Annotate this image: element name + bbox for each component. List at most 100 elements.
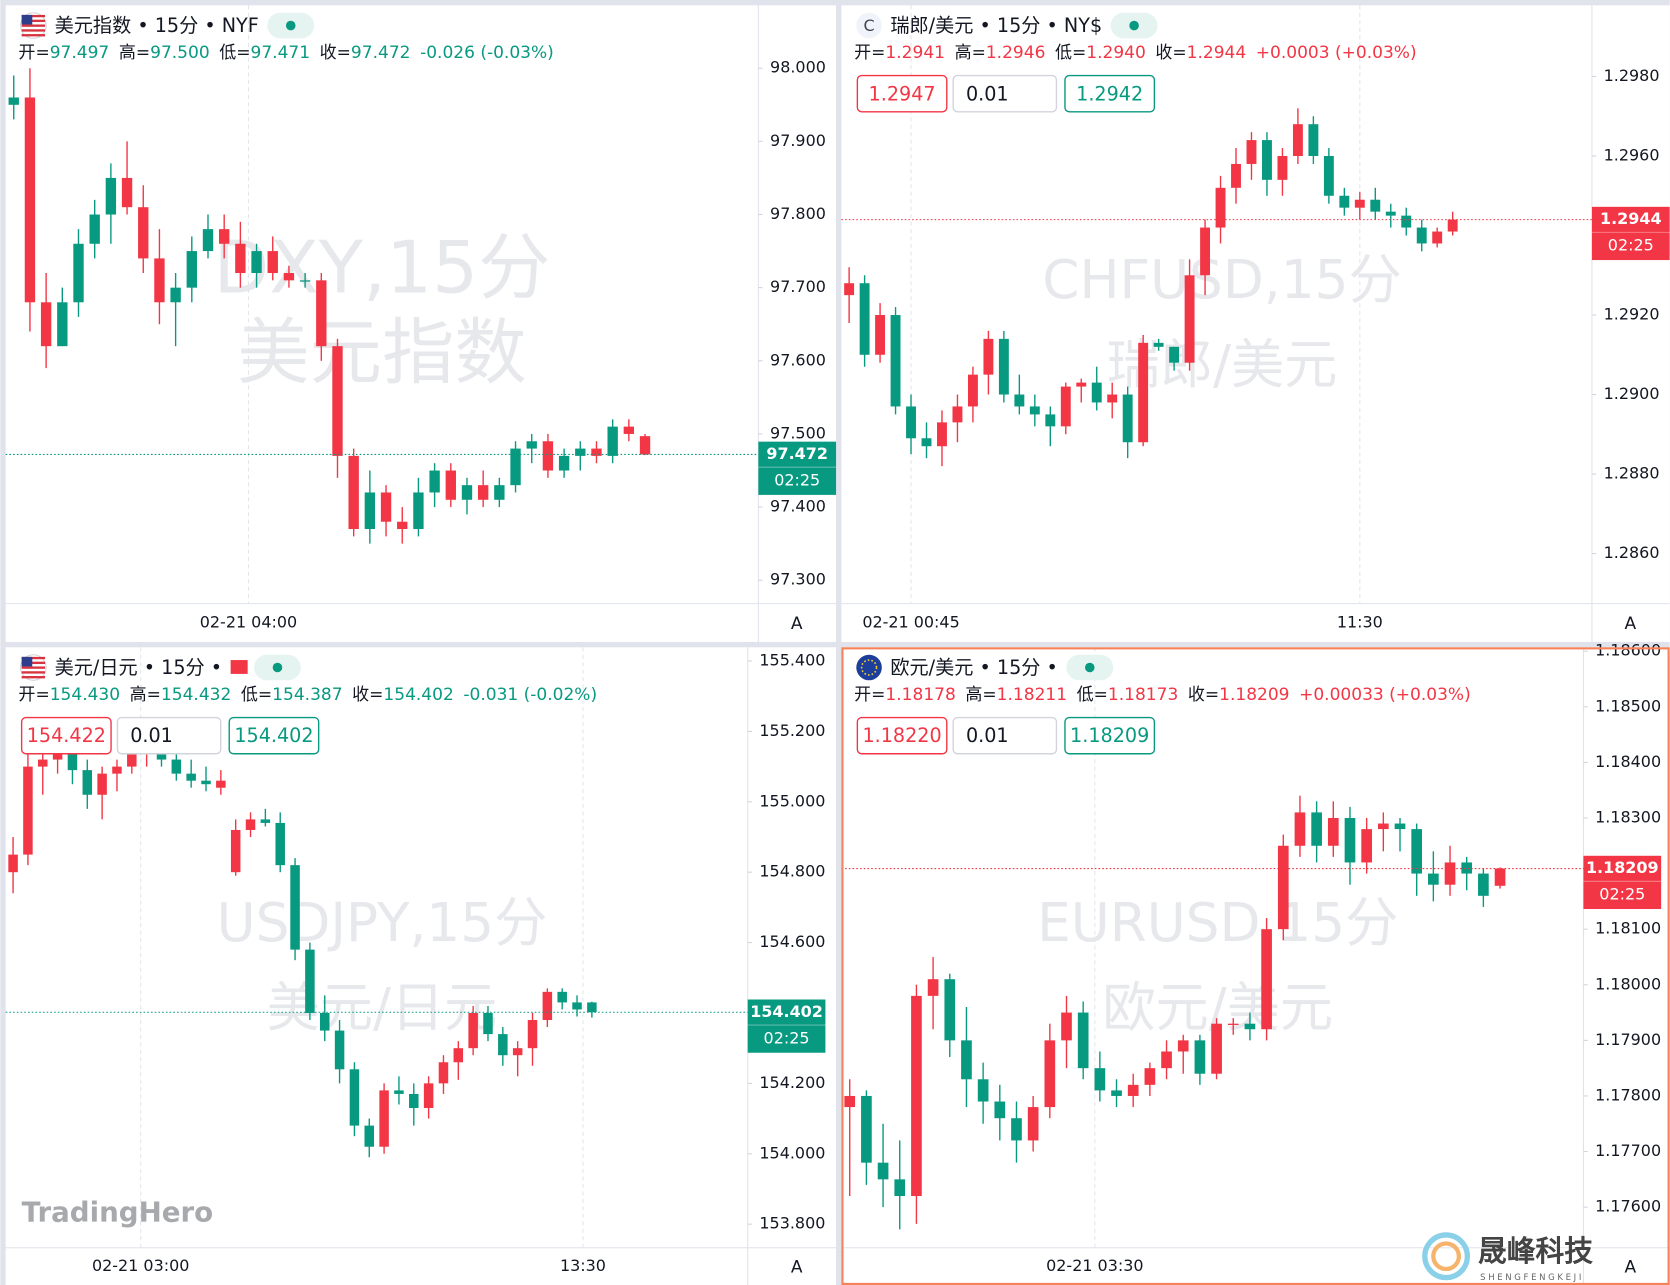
y-tick-label: 154.600: [759, 932, 825, 951]
candle-body: [219, 229, 230, 244]
candle-body: [89, 214, 100, 244]
ohlc-change: -0.031 (-0.02%): [463, 685, 597, 705]
auto-scale-button[interactable]: [782, 1252, 811, 1281]
y-tick-label: 1.17800: [1595, 1085, 1661, 1104]
candle-body: [413, 492, 424, 530]
quote-text: 1.2947: [869, 82, 936, 105]
candle-body: [1153, 342, 1164, 347]
bid-button[interactable]: [856, 74, 948, 113]
candle-body: [267, 251, 278, 274]
candle-body: [299, 280, 311, 282]
candle-body: [1444, 862, 1456, 885]
ask-button[interactable]: [1064, 74, 1156, 113]
ohlc-value: 97.500: [150, 43, 210, 63]
candle-body: [275, 822, 285, 866]
last-price-label: [747, 999, 826, 1053]
bid-button[interactable]: [856, 716, 948, 755]
candle-body: [961, 1040, 972, 1080]
x-tick-label: 02-21 00:45: [862, 612, 959, 631]
auto-scale-label: A: [791, 1257, 803, 1277]
candle-body: [1261, 929, 1272, 1030]
ohlc-value: 1.2940: [1086, 43, 1146, 63]
ohlc-label: 高=: [955, 43, 986, 63]
flag-stripe: [21, 666, 46, 669]
y-tick-label: 97.400: [770, 497, 826, 516]
countdown: 02:25: [774, 471, 820, 490]
candle-body: [260, 819, 271, 823]
candle-body: [977, 1079, 989, 1102]
candle-body: [1094, 1068, 1106, 1091]
flag-icon: [856, 654, 882, 681]
candle-body: [216, 780, 226, 788]
candle-body: [1294, 812, 1306, 846]
ohlc-value: 1.18211: [997, 685, 1067, 705]
candle-body: [105, 177, 117, 215]
candle-body: [305, 949, 315, 1013]
ask-button[interactable]: [228, 716, 320, 755]
watermark: 美元指数: [237, 312, 527, 396]
candle-body: [911, 995, 922, 1197]
candle-body: [527, 1020, 538, 1049]
ask-button[interactable]: [1064, 716, 1156, 755]
auto-scale-button[interactable]: [1616, 1252, 1645, 1281]
candle-body: [1354, 199, 1365, 208]
candle-body: [967, 374, 978, 407]
bid-button[interactable]: [20, 716, 112, 755]
candle-body: [1447, 219, 1458, 232]
y-tick-label: 97.900: [770, 131, 826, 150]
y-tick-label: 1.18300: [1595, 807, 1661, 826]
y-tick-label: 97.600: [770, 350, 826, 369]
y-tick-label: 1.17700: [1595, 1141, 1661, 1160]
candle-body: [877, 1162, 889, 1180]
candle-body: [591, 448, 602, 456]
auto-scale-label: A: [791, 614, 803, 634]
flag-stripe: [21, 661, 46, 665]
candle-body: [844, 283, 855, 296]
auto-scale-button[interactable]: [782, 608, 811, 637]
y-tick-label: 1.2900: [1604, 384, 1660, 403]
candle-body: [1401, 215, 1412, 228]
candle-body: [1138, 342, 1149, 443]
candle-body: [1339, 195, 1350, 208]
candle-body: [1161, 1051, 1172, 1069]
candle-body: [477, 485, 489, 500]
ohlc-value: 1.18173: [1108, 685, 1178, 705]
ohlc-change: +0.0003 (+0.03%): [1256, 43, 1417, 63]
ohlc-label: 收=: [352, 685, 383, 705]
y-tick-label: 154.000: [759, 1143, 825, 1162]
candle-body: [1478, 873, 1489, 896]
candle-body: [1292, 124, 1303, 156]
candle-body: [494, 485, 505, 500]
candle-body: [290, 865, 300, 950]
y-tick-label: 1.2920: [1604, 305, 1660, 324]
y-tick-label: 1.2860: [1604, 543, 1660, 562]
candle-body: [1461, 862, 1473, 874]
candle-body: [1494, 868, 1506, 886]
x-tick-label: 13:30: [560, 1256, 606, 1275]
candle-body: [1144, 1068, 1156, 1085]
ohlc-value: 154.432: [161, 685, 231, 705]
ohlc-value: 1.2944: [1187, 43, 1247, 63]
candle-body: [572, 1002, 582, 1010]
candle-body: [1394, 823, 1406, 830]
auto-scale-button[interactable]: [1616, 608, 1645, 637]
market-status-dot: [285, 20, 296, 31]
candle-body: [82, 770, 93, 795]
candle-body: [1029, 406, 1040, 415]
candle-body: [1411, 829, 1423, 874]
quote-text: 0.01: [130, 724, 173, 747]
candle-body: [1091, 382, 1102, 403]
candle-body: [186, 251, 197, 288]
candle-body: [67, 749, 78, 771]
candle-body: [1194, 1040, 1206, 1074]
candle-body: [127, 749, 137, 767]
candle-body: [1385, 211, 1396, 216]
ohlc-value: 154.430: [50, 685, 120, 705]
ohlc-label: 低=: [241, 685, 272, 705]
candle-body: [73, 243, 84, 303]
candle-body: [894, 1179, 906, 1197]
symbol-title: 美元/日元 • 15分 •: [55, 656, 222, 679]
watermark: DXY,15分: [214, 227, 551, 311]
